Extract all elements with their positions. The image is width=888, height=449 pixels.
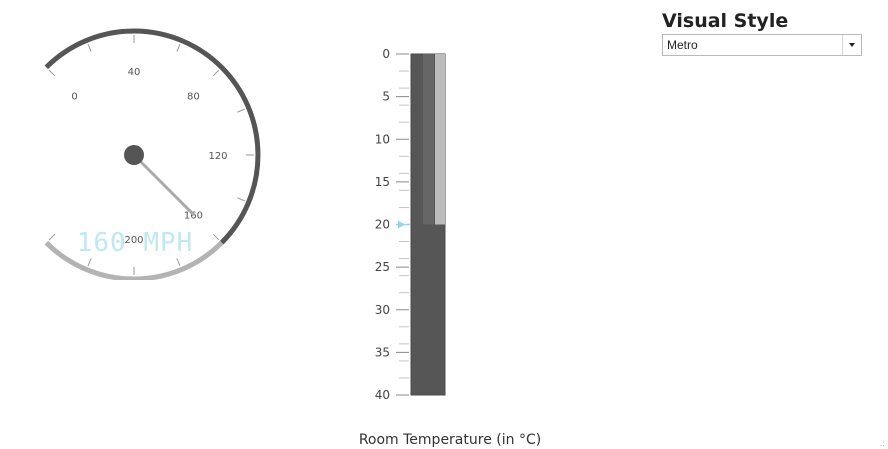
temperature-bar-highlight — [423, 54, 434, 225]
gauge-tick — [237, 197, 246, 202]
gauge-tick — [176, 43, 181, 52]
visual-style-selected-value: Metro — [667, 38, 698, 52]
gauge-needle-cap — [124, 145, 144, 165]
gauge-tick-label: 120 — [208, 151, 227, 162]
resize-grip-icon[interactable]: .: — [880, 439, 885, 448]
gauge-tick — [212, 233, 220, 241]
temperature-tick-label: 40 — [375, 388, 390, 402]
temperature-tick-label: 25 — [375, 260, 390, 274]
visual-style-dropdown[interactable]: Metro — [662, 34, 862, 56]
temperature-gauge-caption: Room Temperature (in °C) — [358, 432, 542, 448]
speed-digital-readout: 160 MPH — [76, 228, 194, 258]
gauge-tick-label: 40 — [128, 67, 141, 78]
speed-gauge: 0 40 80 120 160 200 — [44, 28, 261, 280]
temperature-tick-label: 30 — [375, 303, 390, 317]
temperature-tick-label: 15 — [375, 175, 390, 189]
gauge-scale-arc — [44, 28, 261, 245]
gauge-tick-label: 160 — [184, 210, 203, 221]
temperature-bar — [410, 53, 446, 396]
gauge-tick-label: 200 — [124, 235, 143, 246]
chevron-down-icon[interactable] — [842, 35, 861, 55]
gauge-tick-label: 0 — [71, 92, 77, 103]
visual-style-title: Visual Style — [662, 10, 789, 32]
visual-style-panel: Visual Style Metro — [662, 9, 862, 56]
gauge-needle — [132, 153, 195, 216]
temperature-tick-label: 20 — [375, 218, 390, 232]
gauge-tick-label: 80 — [187, 92, 200, 103]
temperature-tick-label: 5 — [382, 90, 390, 104]
gauge-range-arc — [44, 240, 224, 280]
temperature-marker-icon — [398, 220, 405, 229]
gauge-tick — [87, 43, 92, 52]
gauge-tick — [176, 258, 181, 267]
gauge-tick — [87, 258, 92, 267]
temperature-tick-label: 35 — [375, 345, 390, 359]
gauge-tick — [237, 108, 246, 113]
temperature-range-bar — [435, 54, 445, 225]
gauge-tick — [212, 69, 220, 77]
temperature-tick-label: 0 — [382, 47, 390, 61]
temperature-tick-label: 10 — [375, 132, 390, 146]
gauge-tick — [48, 233, 56, 241]
gauge-tick — [48, 69, 56, 77]
